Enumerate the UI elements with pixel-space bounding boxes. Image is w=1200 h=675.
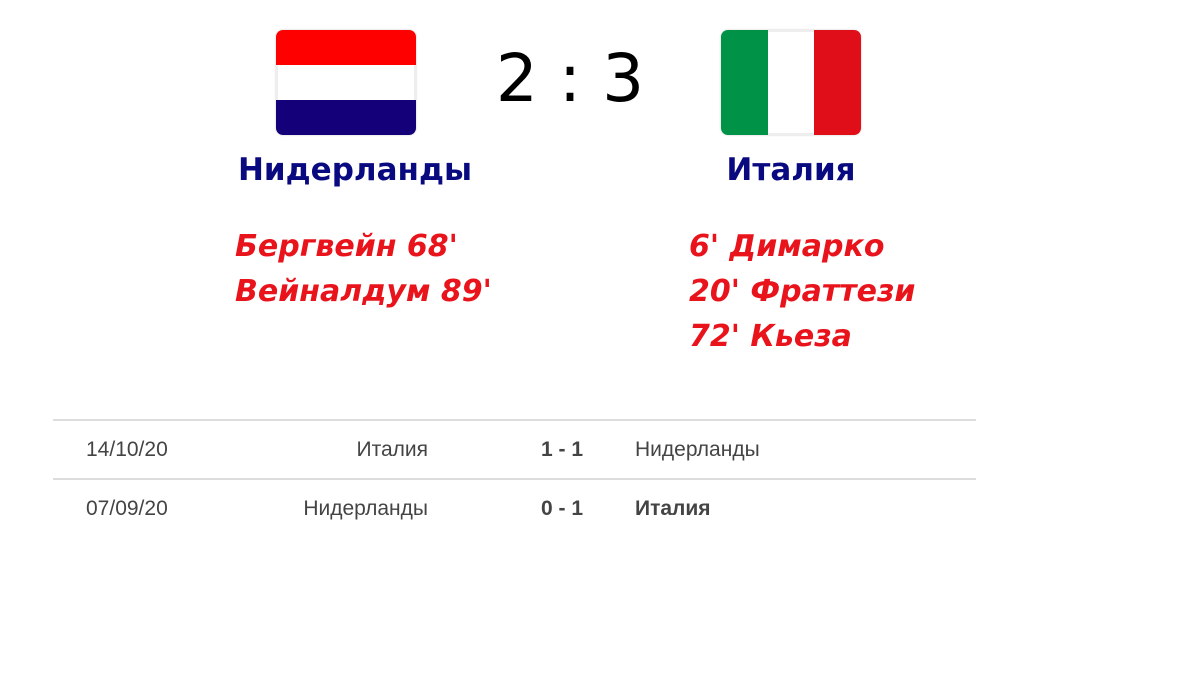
match-score: 2 : 3 bbox=[495, 40, 645, 117]
match-result: 0 - 1 bbox=[541, 497, 584, 520]
italy-flag-icon bbox=[721, 30, 861, 135]
table-row: 07/09/20 Нидерланды 0 - 1 Италия bbox=[53, 478, 976, 537]
scorer: Бергвейн 68' bbox=[235, 229, 458, 264]
table-row: 14/10/20 Италия 1 - 1 Нидерланды bbox=[53, 419, 976, 478]
match-result: 1 - 1 bbox=[541, 438, 584, 461]
away-scorers: 6' Димарко 20' Фраттези 72' Кьеза bbox=[689, 224, 915, 359]
home-scorers: Бергвейн 68' Вейналдум 89' bbox=[235, 224, 492, 314]
match-date: 14/10/20 bbox=[86, 438, 168, 461]
scorer: 6' Димарко bbox=[689, 229, 885, 264]
away-team-name: Италия bbox=[726, 152, 856, 188]
away-team: Нидерланды bbox=[635, 438, 760, 461]
scorer: Вейналдум 89' bbox=[235, 274, 492, 309]
match-date: 07/09/20 bbox=[86, 497, 168, 520]
netherlands-flag-icon bbox=[276, 30, 416, 135]
home-team: Нидерланды bbox=[303, 497, 428, 520]
away-team-winner: Италия bbox=[635, 497, 711, 520]
scorer: 72' Кьеза bbox=[689, 319, 852, 354]
home-team-name: Нидерланды bbox=[237, 152, 473, 188]
home-team: Италия bbox=[356, 438, 428, 461]
scorer: 20' Фраттези bbox=[689, 274, 916, 309]
head-to-head-table: 14/10/20 Италия 1 - 1 Нидерланды 07/09/2… bbox=[53, 419, 976, 537]
